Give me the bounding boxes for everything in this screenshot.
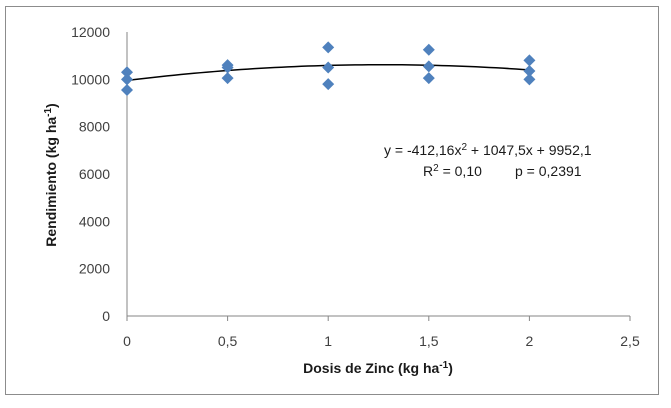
y-tick-label: 6000 [79,166,110,182]
y-tick-label: 4000 [79,213,110,229]
data-point-marker [221,72,234,85]
trendline-equation: y = -412,16x2 + 1047,5x + 9952,1 [384,142,592,158]
data-point-marker [523,73,536,86]
data-points [121,41,536,96]
y-tick-label: 0 [102,308,110,324]
x-tick-label: 1 [324,333,332,349]
data-point-marker [422,43,435,56]
data-point-marker [121,66,133,79]
y-tick-label: 8000 [79,119,110,135]
chart-frame [5,6,659,395]
x-tick-label: 2 [526,333,534,349]
y-tick-label: 2000 [79,261,110,277]
y-axis-title: Rendimiento (kg ha-1) [43,103,59,246]
data-point-marker [523,65,536,78]
y-tick-label: 10000 [71,71,110,87]
p-value-label: p = 0,2391 [515,163,582,179]
data-point-marker [422,72,435,85]
x-tick-marks [126,316,631,321]
x-tick-label: 1,5 [419,333,439,349]
x-tick-label: 2,5 [620,333,640,349]
y-tick-label: 12000 [71,24,110,40]
data-point-marker [221,61,234,74]
data-point-marker [523,54,536,67]
data-point-marker [121,73,133,86]
r-squared-label: R2 = 0,10 [423,163,482,179]
y-tick-labels: 0 2000 4000 6000 8000 10000 12000 [71,24,110,324]
x-axis-title: Dosis de Zinc (kg ha-1) [303,360,453,376]
data-point-marker [322,61,335,74]
x-tick-labels: 0 0,5 1 1,5 2 2,5 [123,333,640,349]
data-point-marker [322,78,335,91]
data-point-marker [322,41,335,54]
data-point-marker [422,60,435,73]
x-tick-label: 0 [123,333,131,349]
data-point-marker [121,83,133,96]
x-tick-label: 0,5 [218,333,238,349]
